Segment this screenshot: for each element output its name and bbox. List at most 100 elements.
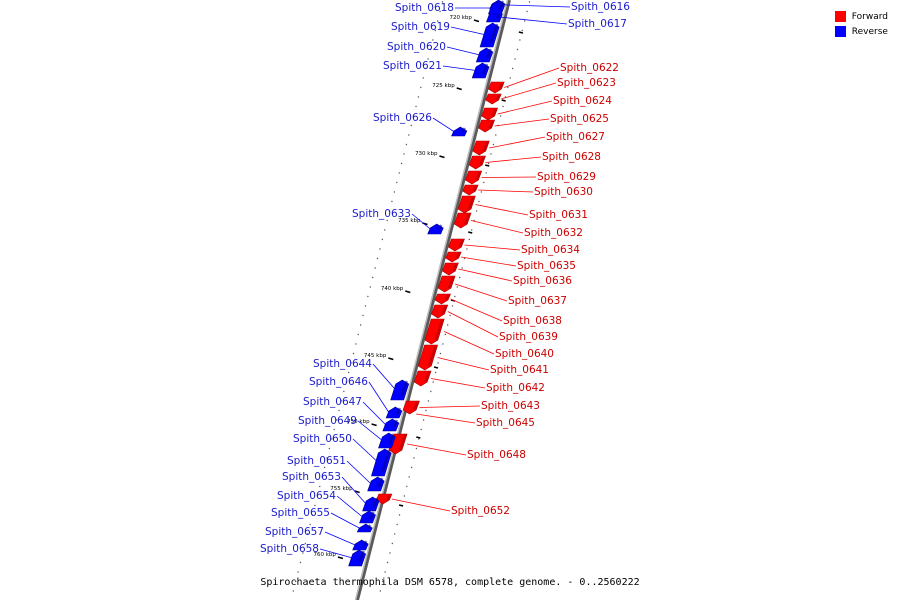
gene-label[interactable]: Spith_0650: [293, 433, 352, 445]
gene-label[interactable]: Spith_0621: [383, 60, 442, 72]
guide-dot: [439, 352, 442, 355]
axis-tick-minor: [518, 31, 524, 34]
gene-label[interactable]: Spith_0644: [313, 358, 372, 370]
guide-dot: [519, 39, 521, 41]
guide-dot: [309, 523, 311, 526]
gene-label[interactable]: Spith_0634: [521, 244, 580, 256]
gene-label[interactable]: Spith_0637: [508, 295, 567, 307]
gene-shade: [392, 419, 399, 428]
gene-label[interactable]: Spith_0617: [568, 18, 627, 30]
gene-label[interactable]: Spith_0647: [303, 396, 362, 408]
guide-dot: [367, 295, 369, 298]
axis-tick: [473, 19, 480, 23]
gene-label[interactable]: Spith_0651: [287, 455, 346, 467]
gene-label[interactable]: Spith_0640: [495, 348, 554, 360]
gene-shade: [400, 380, 408, 397]
guide-dot: [509, 77, 511, 79]
guide-dot: [345, 381, 347, 383]
gene-label[interactable]: Spith_0641: [490, 364, 549, 376]
gene-label[interactable]: Spith_0628: [542, 151, 601, 163]
guide-dot: [424, 67, 427, 70]
gene-label[interactable]: Spith_0622: [560, 62, 619, 74]
guide-dot: [408, 476, 410, 478]
guide-dot: [434, 29, 436, 32]
guide-dot: [478, 200, 480, 203]
guide-dot: [523, 20, 526, 22]
gene-label[interactable]: Spith_0652: [451, 505, 510, 517]
gene-label[interactable]: Spith_0629: [537, 171, 596, 183]
leader-line: [485, 156, 542, 163]
grid-dots: [292, 1, 531, 592]
guide-dot: [386, 219, 388, 222]
gene-label[interactable]: Spith_0636: [513, 275, 572, 287]
gene-label[interactable]: Spith_0646: [309, 376, 368, 388]
gene-label[interactable]: Spith_0626: [373, 112, 432, 124]
guide-dot: [446, 324, 449, 326]
gene-label[interactable]: Spith_0623: [557, 77, 616, 89]
gene-label[interactable]: Spith_0620: [387, 41, 446, 53]
gene-label[interactable]: Spith_0642: [486, 382, 545, 394]
leader-line: [497, 100, 553, 115]
gene-label[interactable]: Spith_0653: [282, 471, 341, 483]
gene-label[interactable]: Spith_0618: [395, 2, 454, 14]
gene-label[interactable]: Spith_0657: [265, 526, 324, 538]
guide-dot: [408, 134, 410, 136]
gene-label[interactable]: Spith_0649: [298, 415, 357, 427]
guide-dot: [311, 514, 314, 516]
gene-label[interactable]: Spith_0645: [476, 417, 535, 429]
guide-dot: [422, 77, 424, 79]
gene-label[interactable]: Spith_0631: [529, 209, 588, 221]
gene-label[interactable]: Spith_0654: [277, 490, 336, 502]
guide-dot: [483, 181, 485, 184]
axis-tick-label: 720 kbp: [450, 15, 473, 21]
guide-dot: [384, 229, 386, 231]
axis-tick: [405, 290, 411, 294]
gene-label[interactable]: Spith_0624: [553, 95, 612, 107]
guide-dot: [359, 324, 362, 326]
gene-label[interactable]: Spith_0643: [481, 400, 540, 412]
leader-line: [357, 420, 383, 441]
gene-label[interactable]: Spith_0630: [534, 186, 593, 198]
gene-label[interactable]: Spith_0639: [499, 331, 558, 343]
axis-tick-label: 735 kbp: [398, 218, 421, 224]
guide-dot: [381, 238, 384, 241]
legend-label-forward: Forward: [851, 11, 888, 22]
guide-dot: [430, 390, 432, 393]
gene-label[interactable]: Spith_0625: [550, 113, 609, 125]
gene-shade: [467, 196, 475, 210]
gene-shade: [388, 433, 395, 445]
gene-label[interactable]: Spith_0632: [524, 227, 583, 239]
axis-tick: [371, 423, 377, 427]
guide-dot: [442, 343, 444, 345]
axis-tick-minor: [416, 436, 421, 439]
guide-dot: [410, 466, 413, 469]
gene-label[interactable]: Spith_0616: [571, 1, 630, 13]
guide-dot: [461, 267, 463, 269]
guide-dot: [427, 58, 429, 60]
axis-tick-label: 745 kbp: [364, 353, 387, 359]
leader-line: [432, 117, 455, 132]
guide-dot: [316, 495, 319, 497]
leader-line: [489, 15, 568, 25]
gene-label[interactable]: Spith_0633: [352, 208, 411, 220]
guide-dot: [468, 238, 471, 241]
gene-label[interactable]: Spith_0627: [546, 131, 605, 143]
guide-dot: [314, 504, 316, 507]
gene-labels: Spith_0616 Spith_0617 Spith_0618 Spith_0619…: [260, 1, 630, 555]
guide-dot: [379, 248, 381, 250]
gene-label[interactable]: Spith_0648: [467, 449, 526, 461]
guide-dot: [410, 124, 412, 127]
gene-label[interactable]: Spith_0658: [260, 543, 319, 555]
leader-line: [450, 26, 487, 36]
leader-line: [454, 283, 508, 302]
guide-dot: [319, 485, 321, 488]
gene-label[interactable]: Spith_0619: [391, 21, 450, 33]
guide-dot: [376, 257, 379, 260]
leader-line: [458, 268, 513, 282]
gene-label[interactable]: Spith_0655: [271, 507, 330, 519]
guide-dot: [396, 523, 398, 526]
leader-line: [324, 531, 356, 546]
gene-label[interactable]: Spith_0638: [503, 315, 562, 327]
gene-shade: [444, 294, 450, 301]
gene-label[interactable]: Spith_0635: [517, 260, 576, 272]
